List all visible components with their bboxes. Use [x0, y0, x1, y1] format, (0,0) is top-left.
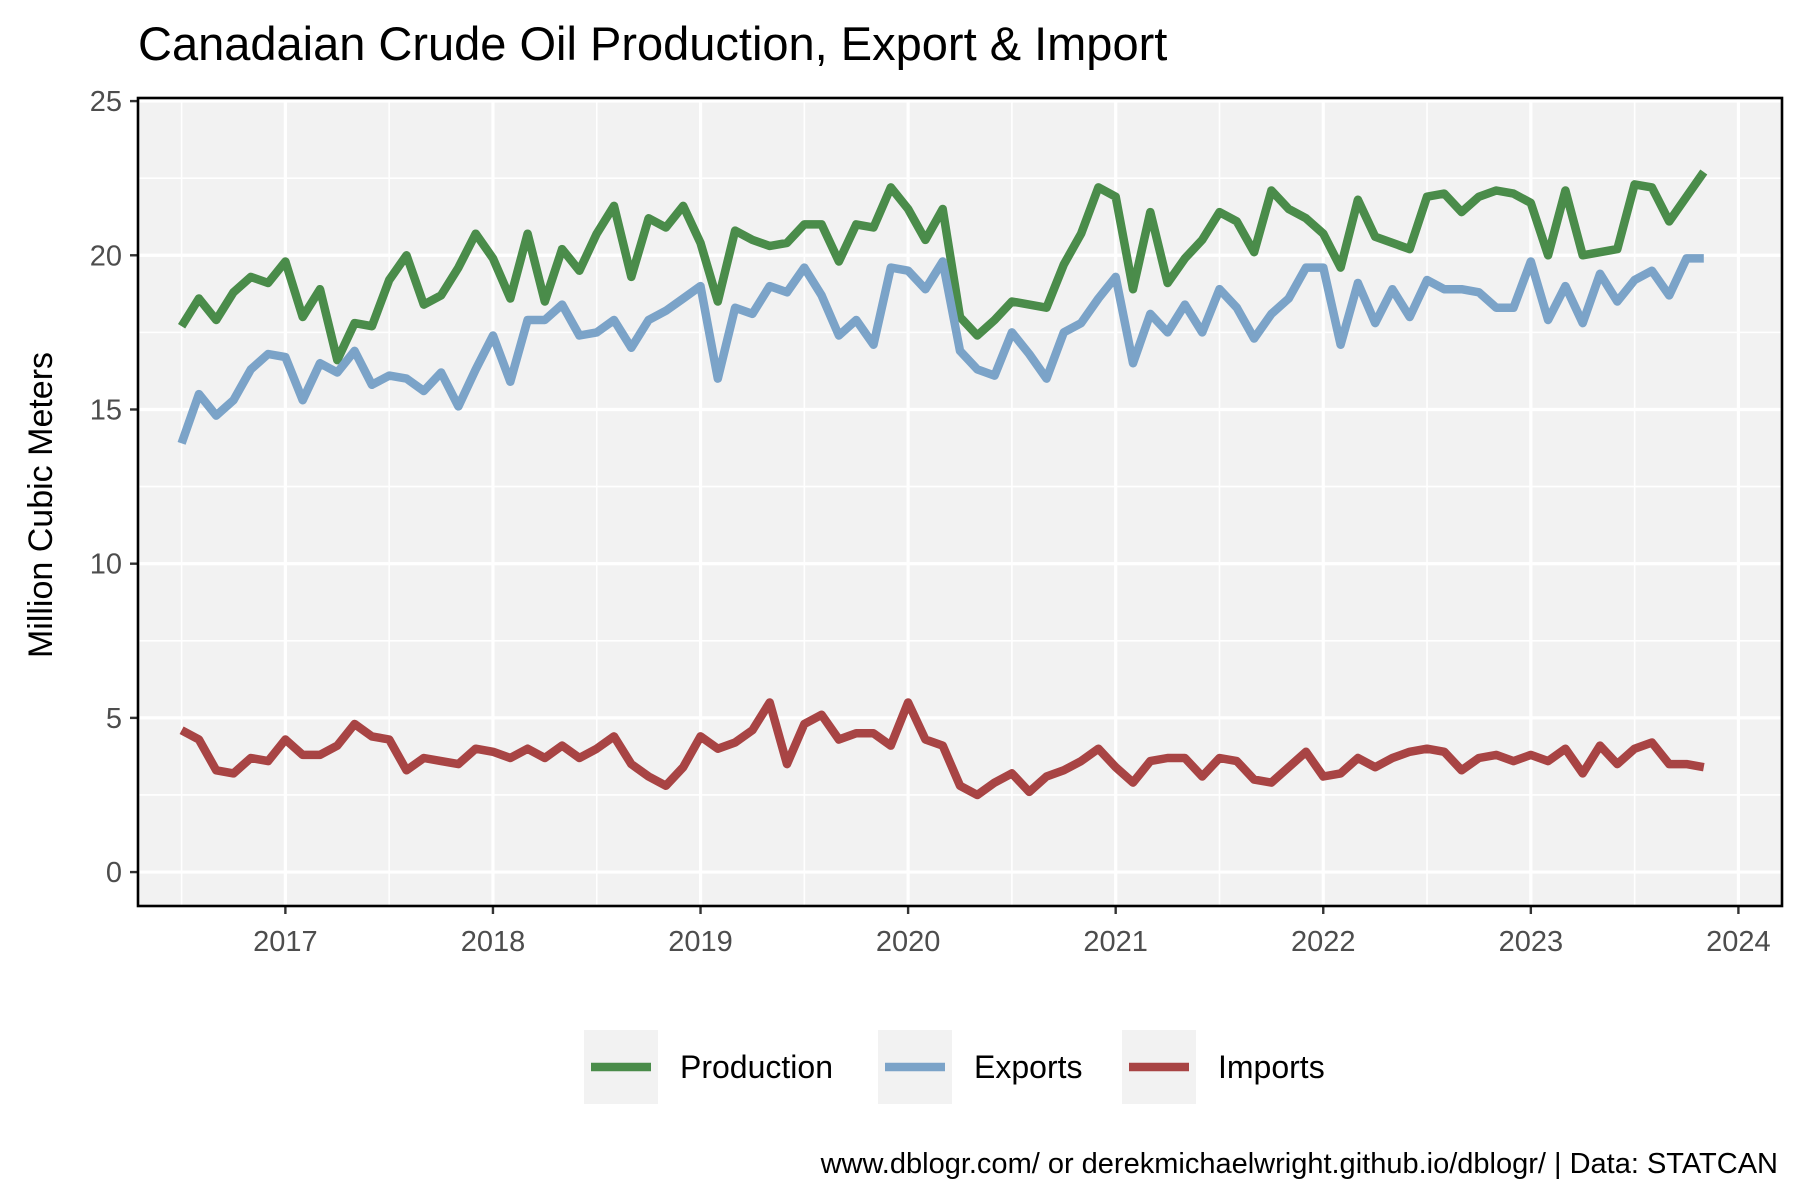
legend-label: Imports	[1218, 1049, 1325, 1085]
y-tick-label: 5	[106, 703, 122, 735]
legend-item-imports: Imports	[1122, 1030, 1325, 1104]
y-tick-label: 10	[90, 549, 122, 581]
series-line-production	[177, 169, 1708, 365]
series-line-exports	[177, 254, 1704, 445]
legend-item-exports: Exports	[878, 1030, 1082, 1104]
legend: Production Exports Imports	[584, 1030, 1325, 1104]
y-tick-label: 25	[90, 86, 122, 118]
y-tick-label: 0	[106, 857, 122, 889]
legend-item-production: Production	[584, 1030, 833, 1104]
axes: 0 5 10 15 20 25 2017 2018 2019 2020 2021 2022 2023 20…	[90, 86, 1784, 958]
caption: www.dblogr.com/ or derekmichaelwright.gi…	[820, 1148, 1778, 1180]
series-lines	[177, 169, 1708, 800]
x-tick-label: 2019	[668, 926, 733, 958]
y-axis-label: Million Cubic Meters	[22, 352, 60, 658]
x-tick-label: 2024	[1706, 926, 1771, 958]
chart-title: Canadaian Crude Oil Production, Export &…	[138, 17, 1167, 70]
x-tick-label: 2021	[1083, 926, 1148, 958]
y-tick-label: 20	[90, 240, 122, 272]
x-tick-label: 2018	[461, 926, 526, 958]
series-line-imports	[179, 698, 1705, 800]
x-tick-label: 2022	[1291, 926, 1356, 958]
legend-label: Exports	[974, 1049, 1082, 1085]
x-tick-label: 2017	[253, 926, 318, 958]
legend-label: Production	[680, 1049, 833, 1085]
y-tick-label: 15	[90, 394, 122, 426]
x-tick-label: 2020	[876, 926, 941, 958]
x-tick-label: 2023	[1499, 926, 1564, 958]
panel-border	[136, 96, 1784, 908]
